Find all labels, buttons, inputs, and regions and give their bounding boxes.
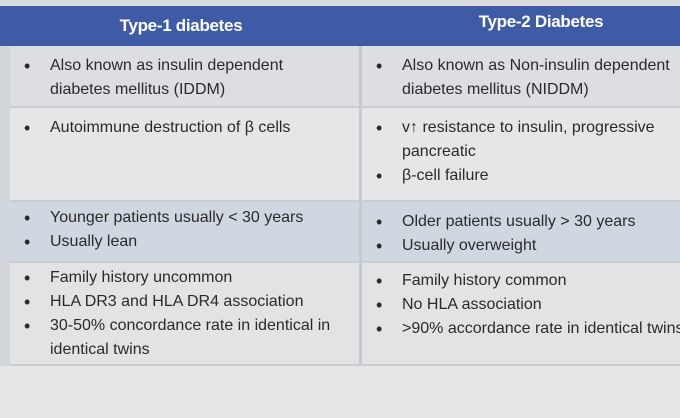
list-item: Also known as insulin dependent diabetes… xyxy=(24,54,284,102)
type2-cell: Older patients usually > 30 years Usuall… xyxy=(362,202,680,261)
type1-cell: Also known as insulin dependent diabetes… xyxy=(10,46,362,106)
list-item: Usually overweight xyxy=(376,234,680,258)
list-item: Usually lean xyxy=(24,230,359,254)
header-type2: Type-2 Diabetes xyxy=(478,12,604,31)
page-top xyxy=(0,0,680,6)
list-item: v↑ resistance to insulin, progressive pa… xyxy=(376,116,680,164)
list-item: β-cell failure xyxy=(376,164,680,188)
type1-cell: Family history uncommon HLA DR3 and HLA … xyxy=(10,263,362,364)
type2-cell: Family history common No HLA association… xyxy=(362,263,680,364)
table-row: Younger patients usually < 30 years Usua… xyxy=(10,202,680,263)
list-item: 30-50% concordance rate in identical in … xyxy=(24,314,344,362)
type2-cell: v↑ resistance to insulin, progressive pa… xyxy=(362,108,680,200)
list-item: No HLA association xyxy=(376,293,680,317)
list-item: Family history uncommon xyxy=(24,266,359,290)
list-item: Family history common xyxy=(376,269,680,293)
header-type1: Type-1 diabetes xyxy=(119,16,243,35)
list-item: Older patients usually > 30 years xyxy=(376,210,680,234)
table-row: Autoimmune destruction of β cells v↑ res… xyxy=(10,108,680,202)
table-row: Family history uncommon HLA DR3 and HLA … xyxy=(10,263,680,366)
table-header: Type-1 diabetes Type-2 Diabetes xyxy=(0,6,680,46)
type1-cell: Younger patients usually < 30 years Usua… xyxy=(10,202,362,261)
list-item: Also known as Non-insulin dependent diab… xyxy=(376,54,676,102)
table-row: Also known as insulin dependent diabetes… xyxy=(10,46,680,108)
list-item: Autoimmune destruction of β cells xyxy=(24,116,359,140)
type1-cell: Autoimmune destruction of β cells xyxy=(10,108,362,200)
list-item: >90% accordance rate in identical twins xyxy=(376,317,680,341)
list-item: Younger patients usually < 30 years xyxy=(24,206,359,230)
type2-cell: Also known as Non-insulin dependent diab… xyxy=(362,46,680,106)
table-left-edge xyxy=(0,46,10,366)
list-item: HLA DR3 and HLA DR4 association xyxy=(24,290,359,314)
